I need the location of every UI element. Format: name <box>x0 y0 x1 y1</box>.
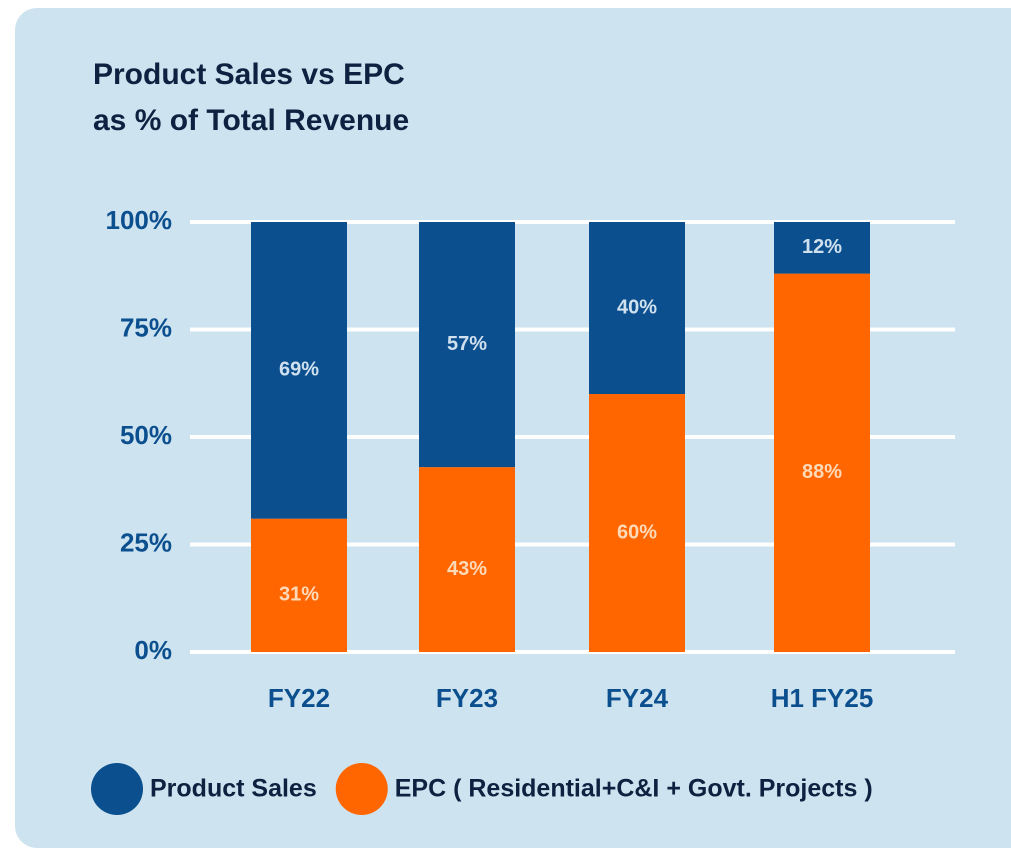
legend-swatch <box>335 763 388 815</box>
bar-segment <box>251 222 347 519</box>
legend-label: Product Sales <box>150 775 317 803</box>
x-tick-label: FY22 <box>268 683 330 713</box>
y-tick-label: 75% <box>120 312 172 342</box>
x-tick-label: H1 FY25 <box>771 683 874 713</box>
data-label: 88% <box>802 461 842 483</box>
legend-label: EPC ( Residential+C&I + Govt. Projects ) <box>395 775 873 803</box>
bar-segment <box>774 222 870 274</box>
bar-segment <box>419 467 515 652</box>
data-label: 60% <box>617 521 657 543</box>
data-label: 40% <box>617 296 657 318</box>
chart-title: Product Sales vs EPC <box>93 58 405 91</box>
x-tick-label: FY23 <box>436 683 498 713</box>
data-label: 57% <box>447 333 487 355</box>
y-tick-label: 100% <box>106 205 173 235</box>
x-tick-label: FY24 <box>606 683 669 713</box>
bar-segment <box>251 518 347 652</box>
y-tick-label: 50% <box>120 420 172 450</box>
bar-segment <box>589 222 685 394</box>
y-tick-label: 0% <box>134 635 172 665</box>
bar-segment <box>774 273 870 652</box>
data-label: 43% <box>447 558 487 580</box>
data-label: 12% <box>802 236 842 258</box>
data-label: 31% <box>279 584 319 606</box>
chart-title: as % of Total Revenue <box>93 104 409 137</box>
bar-segment <box>419 222 515 468</box>
legend-swatch <box>91 763 143 815</box>
y-tick-label: 25% <box>120 527 172 557</box>
bar-segment <box>589 394 685 652</box>
data-label: 69% <box>279 359 319 381</box>
